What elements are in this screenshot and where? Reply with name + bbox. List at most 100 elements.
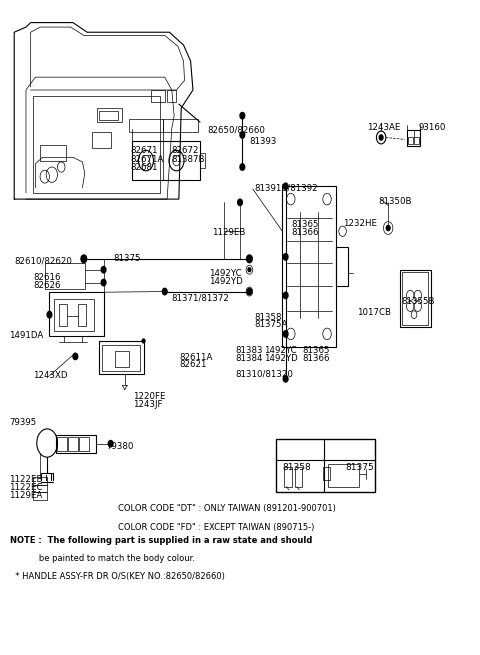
Text: 1492YC: 1492YC [209, 269, 242, 278]
Bar [284, 468, 292, 487]
Bar [414, 138, 419, 144]
Bar [68, 437, 78, 451]
Bar [54, 299, 94, 331]
Text: 1232HE: 1232HE [344, 219, 377, 228]
Circle shape [108, 440, 113, 447]
Bar [45, 263, 85, 289]
Circle shape [47, 311, 52, 318]
Text: NOTE :  The following part is supplied in a raw state and should: NOTE : The following part is supplied in… [10, 536, 312, 545]
Circle shape [283, 183, 288, 189]
Text: 82611A: 82611A [180, 352, 213, 362]
Bar [407, 130, 420, 146]
Text: 1122EC: 1122EC [10, 483, 43, 492]
Bar [402, 272, 428, 325]
Bar [49, 292, 104, 336]
Text: 93160: 93160 [419, 122, 446, 132]
Bar [336, 247, 348, 286]
Bar [200, 153, 205, 168]
Text: be painted to match the body colour.: be painted to match the body colour. [10, 554, 194, 563]
Bar [102, 345, 140, 371]
Text: 1122EB: 1122EB [10, 475, 43, 484]
Text: 81350B: 81350B [379, 196, 412, 206]
Text: 1243XD: 1243XD [33, 371, 68, 380]
Text: 81365: 81365 [292, 220, 319, 229]
Text: 81355B: 81355B [401, 297, 435, 307]
Bar [79, 437, 88, 451]
Text: 81365: 81365 [302, 346, 330, 355]
Bar [323, 468, 330, 480]
Text: 81358: 81358 [254, 312, 282, 322]
Circle shape [248, 268, 251, 272]
Bar [99, 111, 118, 120]
Bar [58, 437, 67, 451]
Circle shape [283, 253, 288, 260]
Text: 1129EB: 1129EB [212, 228, 245, 237]
Bar [99, 341, 144, 375]
Text: 1243AE: 1243AE [367, 122, 400, 132]
Circle shape [283, 375, 288, 382]
Text: 82671A: 82671A [131, 155, 164, 164]
Bar [408, 138, 413, 144]
Text: 81387B: 81387B [172, 155, 205, 164]
Bar [328, 464, 359, 487]
Text: 82650/82660: 82650/82660 [207, 125, 265, 134]
Bar [130, 119, 163, 132]
Bar [56, 435, 96, 453]
Bar [40, 145, 66, 160]
Bar [59, 304, 67, 326]
Text: COLOR CODE "FD" : EXCEPT TAIWAN (890715-): COLOR CODE "FD" : EXCEPT TAIWAN (890715-… [118, 523, 314, 533]
Text: 81384: 81384 [235, 354, 263, 363]
Bar [167, 90, 177, 102]
Circle shape [386, 225, 390, 231]
Circle shape [283, 292, 288, 299]
Circle shape [240, 164, 245, 170]
Bar [400, 270, 431, 328]
Bar [276, 440, 375, 492]
Circle shape [248, 290, 251, 293]
Circle shape [101, 279, 106, 286]
Text: 1243JF: 1243JF [133, 400, 162, 409]
Text: 82610/82620: 82610/82620 [14, 256, 72, 265]
Text: 82672: 82672 [172, 147, 199, 155]
Circle shape [101, 267, 106, 273]
Text: 81375: 81375 [346, 463, 374, 472]
Circle shape [283, 331, 288, 337]
Text: 1220FE: 1220FE [133, 392, 165, 402]
Text: 81310/81320: 81310/81320 [235, 369, 293, 378]
Bar [295, 468, 302, 487]
Text: 1129EA: 1129EA [10, 491, 43, 500]
Text: 1492YD: 1492YD [209, 277, 243, 286]
Circle shape [240, 113, 245, 119]
Bar [282, 186, 336, 346]
Bar [33, 493, 47, 500]
Bar [132, 141, 200, 180]
Text: 81393: 81393 [250, 137, 277, 146]
Text: 82681: 82681 [131, 163, 158, 172]
Text: 82626: 82626 [33, 280, 60, 290]
Circle shape [240, 132, 245, 138]
Circle shape [81, 255, 87, 263]
Circle shape [238, 199, 242, 206]
Text: 81358: 81358 [282, 463, 311, 472]
Bar [33, 485, 47, 493]
Bar [33, 477, 47, 485]
Bar [78, 304, 86, 326]
Circle shape [162, 288, 167, 295]
Circle shape [142, 339, 145, 343]
Circle shape [379, 135, 383, 140]
Text: 82616: 82616 [33, 273, 60, 282]
Text: 82621: 82621 [180, 360, 207, 369]
Text: 81375: 81375 [113, 253, 141, 263]
Bar [92, 132, 110, 148]
Text: 1491DA: 1491DA [10, 331, 44, 341]
Bar [115, 350, 129, 367]
Circle shape [247, 288, 252, 295]
Text: * HANDLE ASSY-FR DR O/S(KEY NO.:82650/82660): * HANDLE ASSY-FR DR O/S(KEY NO.:82650/82… [10, 572, 224, 581]
Bar [163, 119, 198, 132]
Text: 82671: 82671 [131, 147, 158, 155]
Text: 81366: 81366 [292, 228, 319, 237]
Text: 81383: 81383 [235, 346, 263, 355]
Text: 81391B/81392: 81391B/81392 [254, 183, 318, 192]
Text: 81375A: 81375A [254, 320, 288, 329]
Bar [151, 90, 165, 102]
